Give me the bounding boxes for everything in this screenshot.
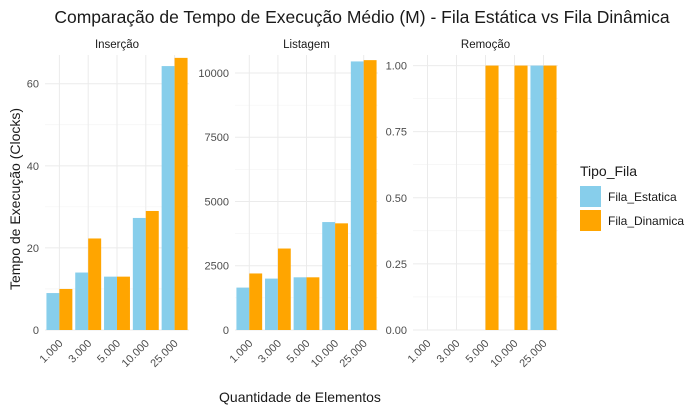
bar-fila-dinamica: [514, 65, 528, 330]
y-tick-label: 2500: [205, 261, 229, 273]
bar-fila-dinamica: [277, 248, 291, 330]
y-tick-label: 7500: [205, 132, 229, 144]
x-tick-label: 1.000: [227, 338, 255, 366]
bar-fila-dinamica: [117, 276, 130, 330]
x-tick-label: 3.000: [435, 338, 463, 366]
y-tick-label: 1.00: [386, 61, 407, 73]
chart-title: Comparação de Tempo de Execução Médio (M…: [54, 7, 670, 27]
bar-fila-estatica: [530, 65, 544, 330]
bar-fila-estatica: [350, 61, 364, 331]
x-tick-label: 25.000: [338, 338, 370, 370]
x-tick-label: 25.000: [517, 338, 549, 370]
bar-fila-dinamica: [88, 238, 102, 330]
x-tick-label: 1.000: [38, 338, 66, 366]
legend: Tipo_Fila Fila_Estatica Fila_Dinamica: [580, 163, 684, 231]
bar-fila-estatica: [104, 276, 117, 330]
x-tick-label: 3.000: [256, 338, 284, 366]
legend-label: Fila_Dinamica: [608, 214, 684, 228]
legend-swatch-fila-estatica: [580, 186, 601, 207]
bar-fila-dinamica: [249, 273, 263, 330]
y-tick-label: 0: [223, 325, 229, 337]
x-tick-label: 3.000: [66, 338, 94, 366]
x-tick-label: 10.000: [488, 338, 520, 370]
y-axis-label: Tempo de Execução (Clocks): [7, 108, 23, 290]
bar-fila-estatica: [236, 287, 250, 330]
y-tick-label: 0.00: [386, 325, 407, 337]
legend-swatch-fila-dinamica: [580, 210, 601, 231]
bar-fila-dinamica: [335, 223, 348, 330]
bar-fila-estatica: [75, 272, 89, 330]
y-tick-label: 40: [27, 161, 39, 173]
panel-title: Listagem: [283, 39, 330, 51]
y-tick-label: 0.75: [386, 127, 407, 139]
bar-fila-dinamica: [59, 288, 73, 330]
y-tick-label: 60: [27, 79, 39, 91]
legend-label: Fila_Estatica: [608, 190, 677, 204]
panel-title: Inserção: [95, 39, 139, 51]
bar-fila-dinamica: [363, 60, 377, 330]
bar-fila-dinamica: [485, 65, 499, 330]
x-tick-label: 10.000: [120, 338, 152, 370]
bar-fila-estatica: [322, 222, 336, 330]
x-axis-label: Quantidade de Elementos: [219, 389, 381, 405]
bar-fila-dinamica: [174, 57, 188, 331]
bar-fila-estatica: [46, 293, 60, 330]
bar-fila-dinamica: [543, 65, 557, 330]
y-tick-label: 0.50: [386, 193, 407, 205]
bar-fila-estatica: [132, 217, 146, 330]
x-tick-label: 1.000: [406, 338, 434, 366]
bar-fila-estatica: [161, 66, 175, 330]
y-tick-label: 5000: [205, 196, 229, 208]
y-tick-label: 20: [27, 243, 39, 255]
y-tick-label: 0: [33, 325, 39, 337]
panel-title: Remoção: [461, 39, 510, 51]
x-tick-label: 10.000: [309, 338, 341, 370]
legend-title: Tipo_Fila: [580, 163, 637, 179]
bar-fila-dinamica: [306, 277, 320, 330]
bar-fila-estatica: [265, 278, 278, 330]
y-tick-label: 0.25: [386, 259, 407, 271]
bar-fila-dinamica: [145, 210, 159, 330]
y-tick-label: 10000: [198, 68, 229, 80]
x-tick-label: 25.000: [148, 338, 180, 370]
bar-fila-estatica: [293, 277, 307, 330]
